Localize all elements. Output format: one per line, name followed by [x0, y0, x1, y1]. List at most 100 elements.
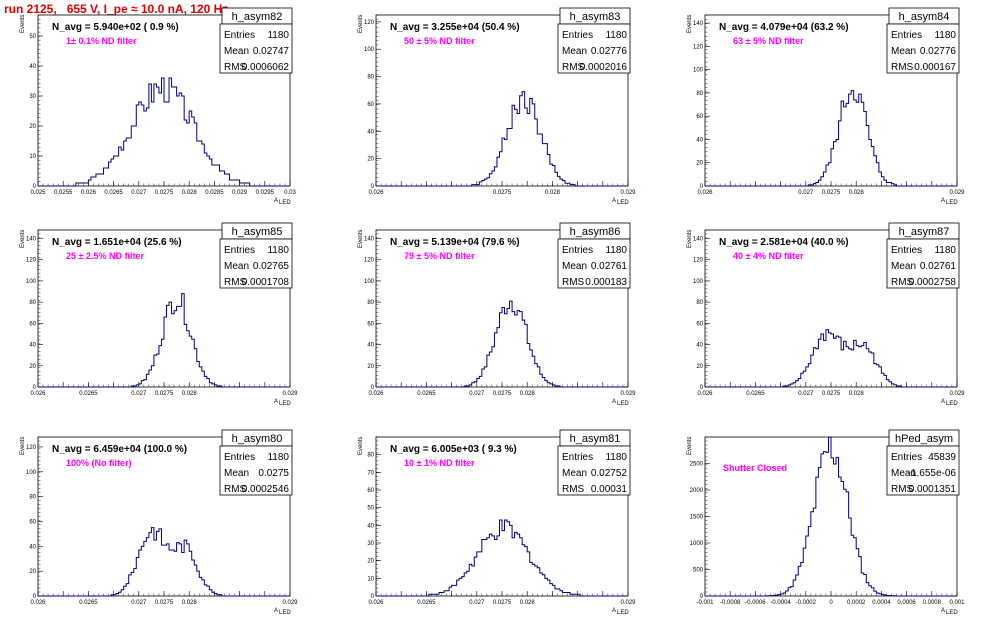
y-axis-label: Events: [358, 15, 364, 33]
y-tick-label: 0: [371, 385, 375, 391]
x-tick-label: 0.0265: [746, 391, 765, 397]
x-tick-label: 0.028: [182, 190, 198, 196]
y-axis-label: Events: [687, 230, 693, 248]
y-tick-label: 120: [693, 258, 704, 264]
x-tick-label: 0.027: [469, 391, 485, 397]
x-tick-label: 0.028: [849, 391, 865, 397]
y-tick-label: 30: [367, 541, 374, 547]
x-axis-label-sub: LED: [946, 401, 958, 407]
stats-value: 1180: [934, 245, 956, 256]
histogram-line: [705, 329, 957, 388]
stats-box: [886, 445, 960, 496]
x-tick-label: 0.027: [131, 190, 147, 196]
navg-label: N_avg = 2.581e+04 (40.0 %): [719, 237, 849, 248]
stats-key: Mean: [224, 468, 249, 479]
filter-label: Shutter Closed: [723, 463, 787, 473]
stats-value: 0.0275: [258, 468, 289, 479]
y-tick-label: 500: [693, 568, 704, 574]
y-tick-label: 30: [29, 94, 36, 100]
y-tick-label: 40: [29, 64, 36, 70]
x-tick-label: 0.028: [520, 600, 536, 606]
y-tick-label: 80: [29, 495, 36, 501]
navg-label: N_avg = 5.139e+04 (79.6 %): [390, 237, 520, 248]
y-tick-label: 120: [364, 20, 375, 26]
stats-title: h_asym82: [232, 11, 283, 23]
filter-label: 79 ± 5% ND filter: [404, 251, 475, 261]
stats-value: 1180: [605, 452, 627, 463]
x-tick-label: 0.0275: [155, 391, 174, 397]
y-tick-label: 120: [364, 258, 375, 264]
y-tick-label: 40: [29, 544, 36, 550]
stats-box: [219, 23, 293, 74]
x-tick-label: 0.027: [131, 391, 147, 397]
stats-key: RMS: [224, 484, 247, 495]
x-tick-label: 0.0265: [79, 600, 98, 606]
x-tick-label: 0.0006: [897, 600, 916, 606]
x-axis-label: A: [941, 399, 945, 405]
stats-value: 0.02747: [253, 46, 290, 57]
y-tick-label: 0: [33, 594, 37, 600]
stats-value: 0.0002758: [909, 277, 957, 288]
stats-value: 0.02761: [591, 261, 628, 272]
y-tick-label: 100: [26, 279, 37, 285]
stats-key: Entries: [224, 30, 255, 41]
stats-value: 1180: [934, 30, 956, 41]
stats-key: Mean: [562, 261, 587, 272]
histogram-line: [38, 77, 290, 187]
stats-key: Entries: [224, 245, 255, 256]
stats-value: 0.0002016: [580, 62, 628, 73]
navg-label: N_avg = 5.940e+02 ( 0.9 %): [52, 22, 179, 33]
y-tick-label: 80: [367, 75, 374, 81]
stats-key: RMS: [891, 62, 914, 73]
stats-value: 0.0001708: [242, 277, 290, 288]
stats-title: h_asym87: [899, 226, 950, 238]
x-tick-label: 0.0255: [54, 190, 73, 196]
x-tick-label: 0.029: [620, 190, 636, 196]
filter-label: 40 ± 4% ND filter: [733, 251, 804, 261]
x-tick-label: 0.0004: [872, 600, 891, 606]
x-tick-label: 0.026: [368, 190, 384, 196]
y-tick-label: 1500: [690, 515, 704, 521]
y-tick-label: 60: [367, 102, 374, 108]
y-tick-label: 80: [367, 453, 374, 459]
stats-value: 45839: [928, 452, 956, 463]
y-tick-label: 80: [367, 300, 374, 306]
stats-value: 0.0001351: [909, 484, 957, 495]
y-tick-label: 100: [364, 47, 375, 53]
stats-value: 1180: [267, 30, 289, 41]
y-tick-label: 140: [693, 236, 704, 242]
y-tick-label: 40: [696, 137, 703, 143]
filter-label: 25 ± 2.5% ND filter: [66, 251, 144, 261]
x-axis-label: A: [274, 608, 278, 614]
x-axis-label-sub: LED: [617, 401, 629, 407]
navg-label: N_avg = 3.255e+04 (50.4 %): [390, 22, 520, 33]
y-tick-label: 20: [29, 364, 36, 370]
stats-key: RMS: [891, 277, 914, 288]
stats-value: 0.02776: [591, 46, 628, 57]
histogram-line: [38, 527, 290, 597]
y-tick-label: 20: [367, 559, 374, 565]
y-axis-label: Events: [20, 15, 26, 33]
x-tick-label: 0.03: [284, 190, 296, 196]
histogram-line: [38, 293, 290, 388]
y-tick-label: 80: [29, 300, 36, 306]
stats-key: Entries: [562, 452, 593, 463]
x-tick-label: 0.026: [30, 600, 46, 606]
stats-key: RMS: [224, 62, 247, 73]
histogram-line: [376, 300, 628, 388]
y-tick-label: 80: [696, 300, 703, 306]
stats-key: RMS: [562, 62, 585, 73]
x-tick-label: -0.0002: [796, 600, 817, 606]
x-tick-label: 0.0008: [923, 600, 942, 606]
y-tick-label: 10: [367, 576, 374, 582]
stats-value: 1180: [267, 452, 289, 463]
y-tick-label: 40: [367, 523, 374, 529]
y-tick-label: 20: [29, 124, 36, 130]
y-tick-label: 140: [693, 21, 704, 27]
stats-key: Entries: [891, 245, 922, 256]
x-axis-label: A: [612, 198, 616, 204]
stats-value: 0.02776: [920, 46, 957, 57]
